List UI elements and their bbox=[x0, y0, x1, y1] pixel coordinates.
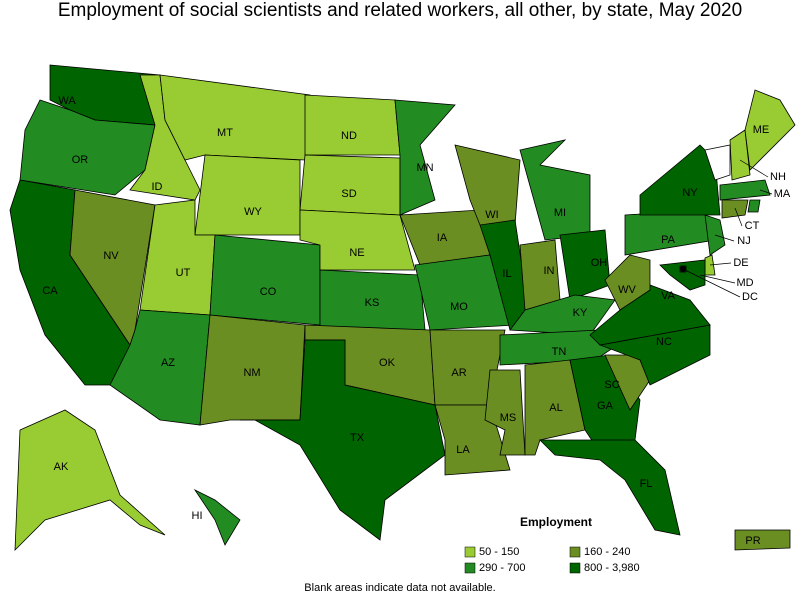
state-label: MA bbox=[774, 188, 791, 200]
state-region bbox=[209, 234, 321, 326]
state-label: WY bbox=[244, 206, 262, 218]
state-label: PA bbox=[661, 234, 676, 246]
legend-label: 290 - 700 bbox=[479, 562, 525, 574]
state-label: KY bbox=[573, 307, 588, 319]
state-label: MN bbox=[416, 162, 433, 174]
state-label: NE bbox=[349, 247, 364, 259]
state-label: WI bbox=[485, 209, 498, 221]
state-region bbox=[539, 439, 681, 536]
legend-swatch bbox=[464, 562, 476, 574]
state-label: AZ bbox=[161, 357, 175, 369]
legend: 50 - 150 160 - 240 290 - 700 800 - 3,980 bbox=[464, 546, 640, 574]
state-label: DE bbox=[733, 257, 748, 269]
legend-label: 50 - 150 bbox=[479, 546, 519, 558]
label-layer: WA OR CA NV ID MT WY UT CO AZ NM ND SD NE KS OK TX MN IA MO… bbox=[42, 95, 791, 547]
state-label: NH bbox=[770, 171, 786, 183]
state-label: MT bbox=[217, 127, 233, 139]
state-region bbox=[394, 99, 456, 216]
state-label: WV bbox=[618, 284, 636, 296]
state-label: AK bbox=[54, 461, 69, 473]
state-label: KS bbox=[365, 297, 380, 309]
state-region bbox=[659, 259, 706, 291]
state-label: AR bbox=[451, 367, 466, 379]
state-label: SC bbox=[604, 379, 619, 391]
state-label: ND bbox=[341, 130, 357, 142]
state-label: MO bbox=[450, 301, 468, 313]
state-label: NM bbox=[243, 367, 260, 379]
state-region bbox=[747, 199, 761, 213]
state-region bbox=[719, 179, 771, 201]
leader-line bbox=[714, 234, 735, 242]
state-region bbox=[299, 154, 401, 216]
leader-line bbox=[682, 268, 741, 298]
state-label: IL bbox=[502, 268, 511, 280]
state-label: ME bbox=[753, 124, 770, 136]
state-label: GA bbox=[597, 400, 614, 412]
state-label: NJ bbox=[737, 235, 750, 247]
state-region bbox=[734, 529, 791, 551]
legend-swatch bbox=[569, 562, 581, 574]
leader-line bbox=[709, 262, 732, 266]
state-label: ID bbox=[152, 181, 163, 193]
state-region bbox=[14, 409, 166, 552]
leader-line bbox=[699, 274, 736, 284]
state-label: NY bbox=[682, 187, 698, 199]
legend-swatch bbox=[569, 546, 581, 558]
state-label: SD bbox=[341, 188, 356, 200]
state-label: MS bbox=[500, 412, 517, 424]
state-label: IN bbox=[544, 265, 555, 277]
state-region bbox=[484, 369, 526, 456]
legend-swatch bbox=[464, 546, 476, 558]
state-region bbox=[721, 199, 749, 219]
state-region bbox=[304, 94, 401, 156]
state-label: TN bbox=[552, 346, 567, 358]
state-label: NC bbox=[656, 336, 672, 348]
state-label: WA bbox=[58, 95, 76, 107]
state-label: LA bbox=[456, 444, 470, 456]
state-label: NV bbox=[103, 250, 119, 262]
legend-label: 800 - 3,980 bbox=[584, 562, 640, 574]
state-label: MD bbox=[736, 277, 753, 289]
state-label: DC bbox=[742, 291, 758, 303]
state-region bbox=[704, 144, 731, 181]
state-region bbox=[193, 488, 241, 546]
state-region bbox=[744, 89, 796, 171]
state-label: UT bbox=[176, 267, 191, 279]
leader-line bbox=[739, 159, 769, 178]
dc-marker bbox=[680, 266, 686, 272]
state-label: CO bbox=[260, 286, 277, 298]
state-region bbox=[729, 129, 751, 181]
state-label: CT bbox=[745, 220, 760, 232]
state-label: IA bbox=[437, 232, 448, 244]
footnote: Blank areas indicate data not available. bbox=[304, 582, 495, 594]
state-label: VA bbox=[661, 290, 676, 302]
leader-line bbox=[734, 207, 743, 227]
state-region bbox=[624, 209, 716, 256]
state-label: PR bbox=[745, 535, 760, 547]
state-region bbox=[519, 139, 591, 241]
state-label: MI bbox=[554, 207, 566, 219]
state-label: OR bbox=[72, 154, 89, 166]
leader-line bbox=[759, 189, 773, 195]
state-region bbox=[639, 144, 721, 216]
state-label: CA bbox=[42, 285, 58, 297]
legend-label: 160 - 240 bbox=[584, 546, 630, 558]
state-label: AL bbox=[549, 402, 562, 414]
state-region bbox=[194, 154, 301, 236]
state-region bbox=[240, 339, 446, 541]
state-label: FL bbox=[640, 478, 653, 490]
state-label: HI bbox=[192, 510, 203, 522]
state-region bbox=[159, 74, 311, 161]
state-region bbox=[604, 254, 651, 311]
legend-title: Employment bbox=[520, 515, 592, 529]
state-label: OK bbox=[379, 357, 396, 369]
state-label: OH bbox=[591, 257, 608, 269]
map-title: Employment of social scientists and rela… bbox=[58, 0, 742, 21]
state-layer bbox=[9, 64, 796, 552]
state-label: TX bbox=[350, 432, 365, 444]
